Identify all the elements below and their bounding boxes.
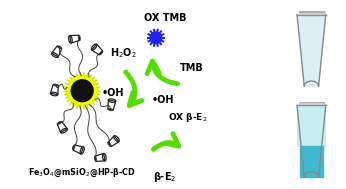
Text: OX TMB: OX TMB (144, 13, 186, 23)
Text: •OH: •OH (102, 88, 125, 98)
Circle shape (67, 75, 98, 106)
Text: H$_2$O$_2$: H$_2$O$_2$ (110, 46, 137, 60)
Text: β-E$_2$: β-E$_2$ (153, 170, 176, 184)
Text: Fe$_3$O$_4$@mSiO$_2$@HP-β-CD: Fe$_3$O$_4$@mSiO$_2$@HP-β-CD (28, 167, 136, 179)
Text: TMB: TMB (180, 63, 204, 73)
Text: OX β-E$_2$: OX β-E$_2$ (168, 111, 208, 124)
Polygon shape (301, 173, 322, 177)
Polygon shape (298, 15, 325, 86)
Text: •OH: •OH (151, 95, 174, 105)
Circle shape (71, 80, 93, 102)
Circle shape (150, 32, 162, 43)
